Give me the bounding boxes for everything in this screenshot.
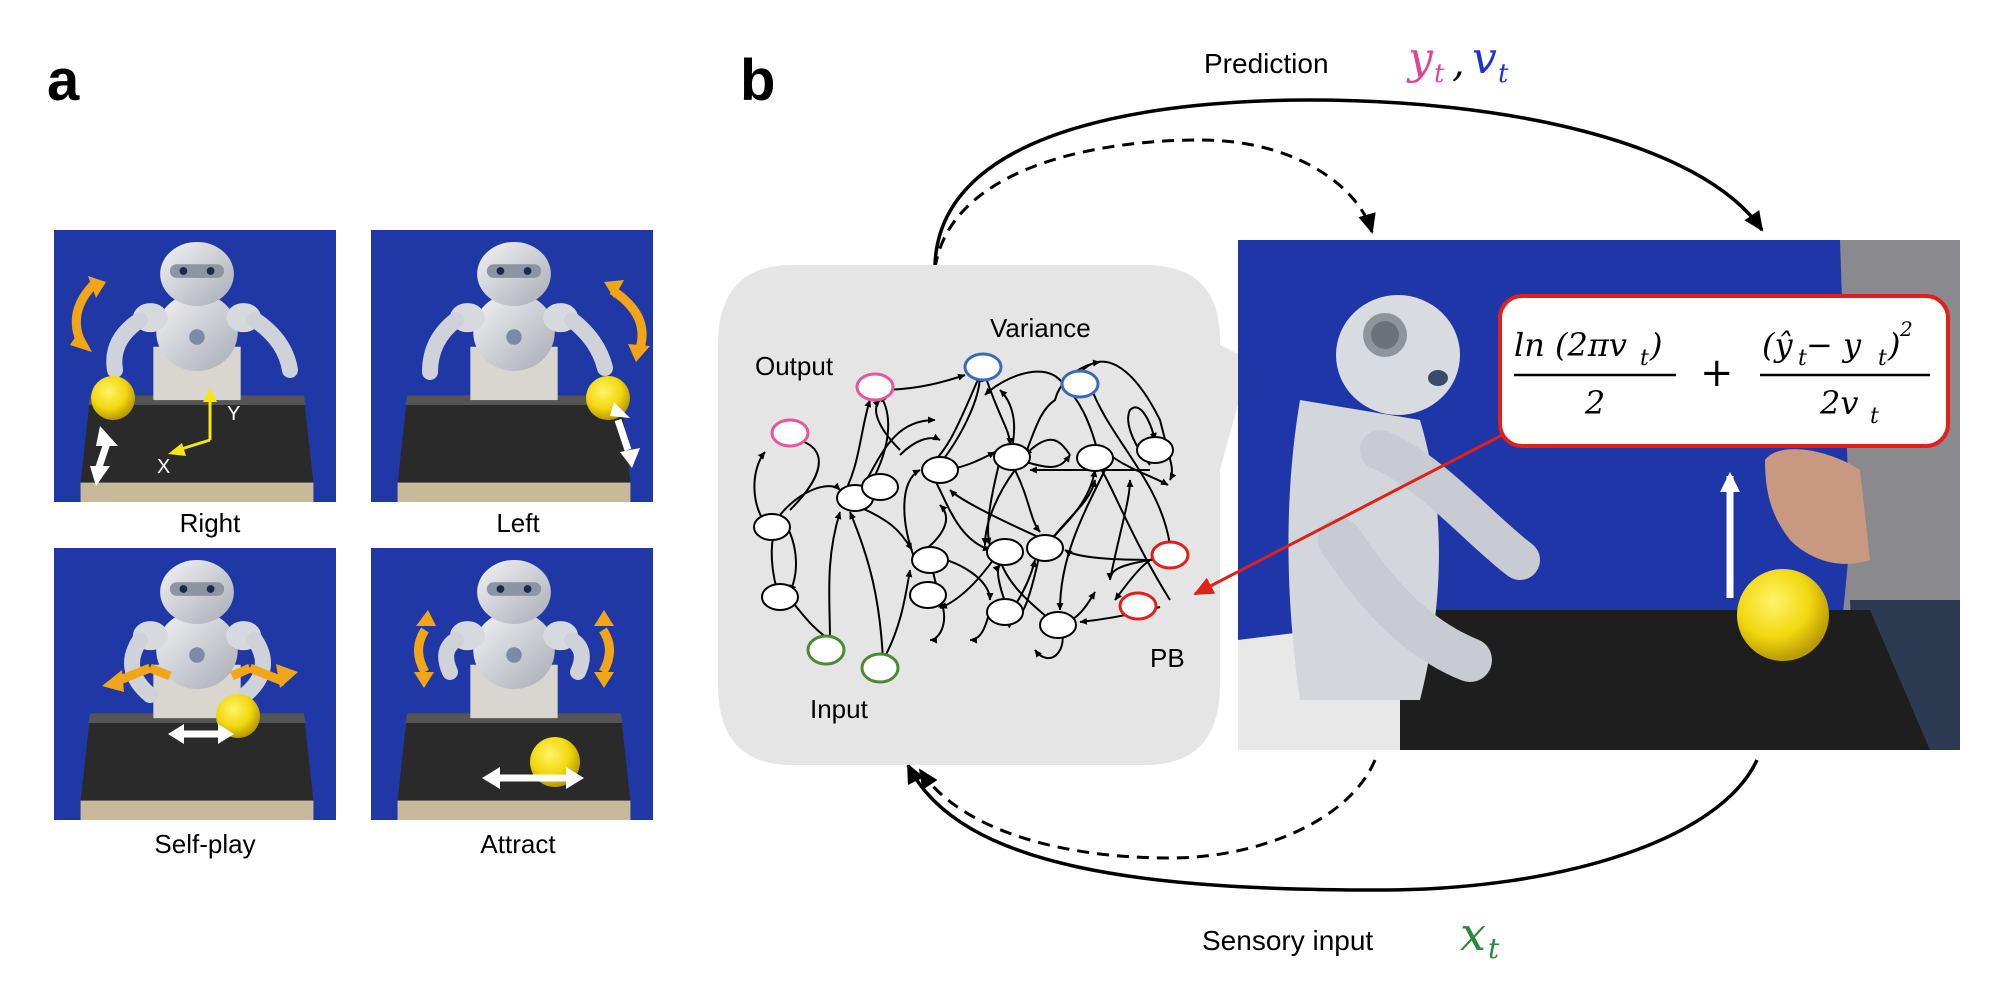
network-edges <box>753 359 1177 661</box>
pb-node <box>1118 591 1158 621</box>
hidden-node <box>753 513 791 541</box>
variance-node <box>963 352 1003 382</box>
photo-self-play <box>54 548 336 820</box>
panel-a-letter: a <box>47 48 80 113</box>
prediction-v-symbol: v <box>1472 33 1497 84</box>
photo-left <box>371 230 653 502</box>
output-node <box>855 372 895 402</box>
prediction-y-symbol: y <box>1406 33 1434 84</box>
hidden-node <box>986 538 1024 566</box>
output-label: Output <box>755 351 834 381</box>
formula-num2-close: ) <box>1887 326 1900 364</box>
sensory-arrow-dashed <box>918 759 1377 860</box>
formula-num2-sup: 2 <box>1899 317 1913 341</box>
hidden-node <box>1136 436 1174 464</box>
sensory-x-subscript: t <box>1488 932 1500 965</box>
panel-b-letter: b <box>740 48 775 113</box>
formula-plus: + <box>1700 350 1734 396</box>
caption-left: Left <box>496 508 540 538</box>
prediction-y-subscript: t <box>1434 59 1445 89</box>
pb-label: PB <box>1150 643 1185 673</box>
hidden-node <box>1026 534 1064 562</box>
axis-y-label: Y <box>227 403 240 425</box>
prediction-separator: , <box>1452 40 1465 86</box>
orange-rotation-arrow <box>609 286 647 350</box>
formula-den2-sub: t <box>1870 404 1879 429</box>
variance-label: Variance <box>990 313 1091 343</box>
hidden-node <box>761 583 799 611</box>
hidden-node <box>911 546 949 574</box>
variance-node <box>1060 369 1100 399</box>
hidden-node <box>1076 444 1114 472</box>
input-node <box>860 652 900 684</box>
network-panel <box>718 265 1250 765</box>
loss-formula-box: ln (2πv t ) 2 + (ŷ t − y t ) 2 2v t <box>1498 294 1950 448</box>
input-label: Input <box>810 694 869 724</box>
formula-num2-open: (ŷ <box>1762 326 1793 364</box>
hidden-node <box>993 443 1031 471</box>
formula-den2: 2v <box>1819 384 1858 422</box>
formula-num1-sub: t <box>1640 346 1649 371</box>
yellow-ball <box>216 694 260 738</box>
sensory-x-symbol: x <box>1460 907 1486 961</box>
yellow-ball <box>1737 569 1829 661</box>
caption-self-play: Self-play <box>154 829 255 859</box>
formula-num2-sub2: t <box>1878 346 1887 371</box>
caption-right: Right <box>180 508 241 538</box>
caption-attract: Attract <box>480 829 556 859</box>
prediction-label: Prediction <box>1204 48 1329 79</box>
photo-attract <box>371 548 653 820</box>
formula-den1: 2 <box>1584 384 1605 422</box>
formula-num2-sub1: t <box>1798 346 1807 371</box>
formula-num2-mid: − y <box>1806 326 1862 364</box>
red-arrow-to-pb <box>1193 428 1513 596</box>
prediction-v-subscript: t <box>1498 59 1509 89</box>
hidden-node <box>909 581 947 609</box>
sensory-arrow-solid <box>906 759 1759 892</box>
hidden-node <box>861 473 899 501</box>
yellow-ball <box>91 376 135 420</box>
prediction-arrow-solid <box>933 98 1764 266</box>
input-node <box>806 634 846 666</box>
pb-node <box>1150 540 1190 570</box>
prediction-arrow-dashed <box>933 138 1376 269</box>
formula-num1: ln (2πv <box>1514 326 1627 364</box>
sensory-input-label: Sensory input <box>1202 925 1373 956</box>
orange-rotation-arrow <box>414 627 429 675</box>
hidden-node <box>1039 611 1077 639</box>
axis-x-label: X <box>157 456 170 478</box>
hidden-node <box>986 598 1024 626</box>
formula-num1-close: ) <box>1649 326 1662 364</box>
hidden-node <box>921 456 959 484</box>
network-nodes <box>753 352 1190 684</box>
output-node <box>770 418 810 448</box>
photo-right: Y X <box>54 230 336 502</box>
